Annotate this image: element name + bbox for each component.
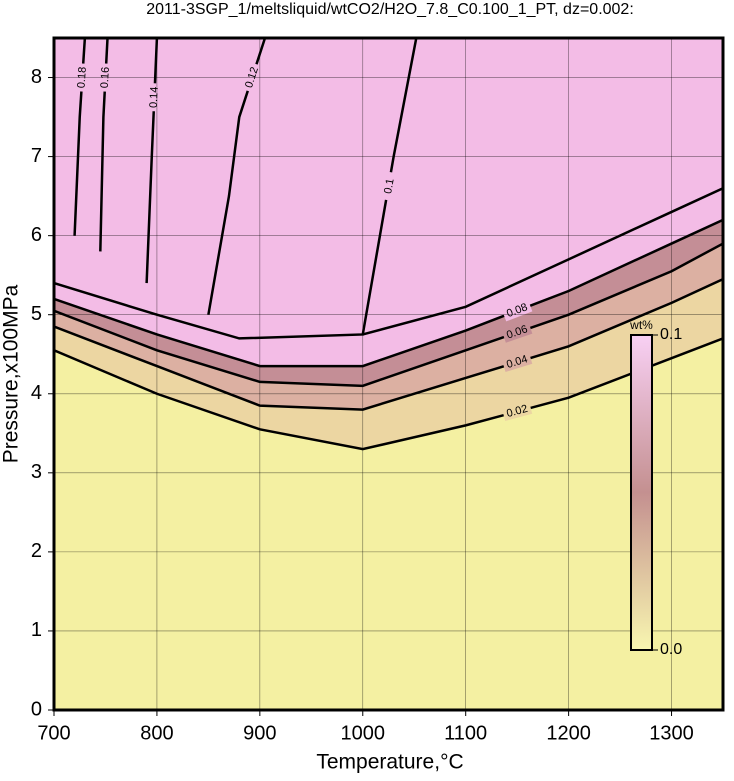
contour-label: 0.02 (505, 403, 529, 420)
contour-label-bg (381, 171, 398, 202)
y-tick-label: 8 (31, 66, 42, 88)
x-tick-label: 900 (243, 722, 276, 744)
contour-label-bg (501, 300, 533, 322)
contour-label-group: 0.04 (502, 352, 533, 372)
colorbar-tick-label: 0.0 (660, 641, 682, 658)
contour-label: 0.14 (148, 86, 161, 108)
chart-title: 2011-3SGP_1/meltsliquid/wtCO2/H2O_7.8_C0… (146, 1, 634, 18)
x-axis-label: Temperature,°C (316, 751, 463, 774)
contour-label-group: 0.1 (381, 171, 398, 202)
plot-frame (52, 36, 725, 712)
y-tick-label: 6 (31, 224, 42, 246)
y-tick-label: 3 (31, 461, 42, 483)
x-tick-label: 700 (37, 722, 70, 744)
y-tick-label: 7 (31, 145, 42, 167)
colorbar-title: wt% (629, 318, 653, 332)
x-tick-label: 1100 (444, 722, 487, 744)
contour-label-group: 0.14 (147, 83, 161, 112)
x-tick-label: 800 (140, 722, 173, 744)
x-tick-label: 1000 (341, 722, 386, 744)
y-tick-label: 4 (31, 382, 42, 404)
y-tick-label: 5 (31, 303, 42, 325)
contour-label-bg (147, 83, 161, 112)
x-tick-label: 1200 (546, 722, 591, 744)
y-tick-label: 1 (31, 619, 42, 641)
contour-line (54, 337, 723, 451)
y-axis-label: Pressure,x100MPa (0, 284, 23, 463)
colorbar (630, 334, 653, 651)
y-tick-label: 2 (31, 540, 42, 562)
contour-band (54, 38, 723, 367)
contour-line (54, 218, 723, 368)
contour-label-group: 0.02 (502, 402, 533, 421)
contour-label-bg (502, 402, 533, 421)
contour-line (54, 242, 723, 388)
contour-label-bg (501, 322, 533, 343)
y-tick-label: 0 (31, 698, 42, 720)
contour-label-bg (502, 352, 533, 372)
colorbar-tick-label: 0.1 (660, 326, 682, 343)
plot: 0.020.040.060.080.10.120.140.160.18 (54, 38, 723, 710)
x-tick-label: 1300 (649, 722, 694, 744)
contour-label: 0.1 (382, 178, 397, 195)
